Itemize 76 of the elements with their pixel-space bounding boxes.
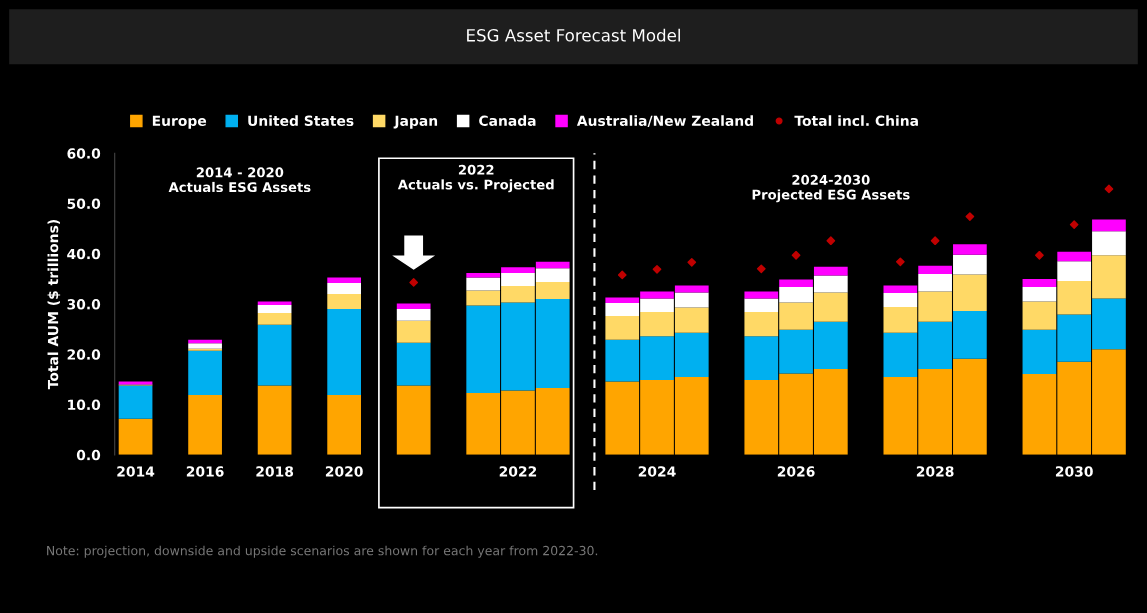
point xyxy=(409,278,419,287)
bar xyxy=(257,385,292,455)
bar xyxy=(188,395,222,455)
point xyxy=(930,236,940,246)
point xyxy=(756,264,766,274)
bar xyxy=(1092,231,1126,256)
bar xyxy=(953,244,987,255)
point xyxy=(1069,220,1079,229)
bar xyxy=(188,343,222,349)
bar xyxy=(257,305,292,314)
y-tick-label: 10.0 xyxy=(68,399,101,411)
bar xyxy=(188,350,222,396)
bar xyxy=(396,303,431,310)
bar xyxy=(1092,219,1126,232)
bar xyxy=(918,265,952,274)
point xyxy=(1035,250,1044,260)
bar xyxy=(1057,251,1092,262)
annotation: 2014 - 2020 Actuals ESG Assets xyxy=(168,167,311,193)
bar xyxy=(118,385,153,419)
bar xyxy=(396,320,431,343)
bar xyxy=(327,309,361,396)
bar xyxy=(327,293,361,310)
x-tick-label: 2030 xyxy=(1055,466,1093,477)
bar xyxy=(1022,286,1057,302)
bar xyxy=(257,324,292,386)
point xyxy=(617,270,627,280)
point xyxy=(652,264,662,274)
legend-label: Canada xyxy=(479,115,536,126)
y-tick-label: 60.0 xyxy=(67,148,101,159)
bar xyxy=(327,395,361,455)
x-tick-label: 2014 xyxy=(117,466,155,477)
bar xyxy=(1057,261,1092,281)
legend-label: Australia/New Zealand xyxy=(576,115,753,128)
legend-label: Japan xyxy=(393,115,438,129)
bar xyxy=(744,291,779,299)
chart-title: ESG Asset Forecast Model xyxy=(467,28,680,42)
annotation: 2024-2030 Projected ESG Assets xyxy=(752,174,910,203)
point xyxy=(1104,184,1114,194)
bar xyxy=(396,385,431,455)
bar xyxy=(883,285,918,293)
bar xyxy=(883,292,918,308)
x-tick-label: 2024 xyxy=(638,466,676,477)
x-tick-label: 2022 xyxy=(499,466,537,477)
bar xyxy=(188,348,222,351)
point xyxy=(895,257,905,267)
point xyxy=(687,257,697,267)
legend-label: Total incl. China xyxy=(794,115,918,126)
y-tick-label: 0.0 xyxy=(76,449,101,461)
text: Note: projection, downside and upside scenarios are shown for each year from 2022-30. xyxy=(47,545,598,558)
bar xyxy=(396,342,431,386)
annotation: 2022 Actuals vs. Projected xyxy=(397,164,554,193)
legend-label: Europe xyxy=(152,115,207,129)
y-axis-title: Total AUM ($ trillions) xyxy=(47,220,61,390)
x-tick-label: 2026 xyxy=(777,466,815,477)
bar xyxy=(396,309,431,321)
bar xyxy=(779,279,813,287)
y-tick-label: 30.0 xyxy=(67,299,101,310)
point xyxy=(965,212,975,221)
bar xyxy=(327,277,361,283)
bar xyxy=(257,313,292,325)
legend-label: United States xyxy=(248,115,354,126)
x-tick-label: 2016 xyxy=(186,466,224,477)
bar xyxy=(813,266,848,276)
point xyxy=(826,236,836,246)
x-tick-label: 2018 xyxy=(256,466,294,477)
bar xyxy=(118,418,153,455)
bar xyxy=(1022,278,1057,287)
y-tick-label: 50.0 xyxy=(67,198,101,209)
bar xyxy=(953,254,987,275)
point xyxy=(791,250,801,260)
bar xyxy=(918,273,952,292)
x-tick-label: 2020 xyxy=(325,466,363,477)
y-tick-label: 20.0 xyxy=(67,349,101,360)
y-tick-label: 40.0 xyxy=(67,248,101,260)
x-tick-label: 2028 xyxy=(916,466,954,477)
bar xyxy=(327,282,361,294)
